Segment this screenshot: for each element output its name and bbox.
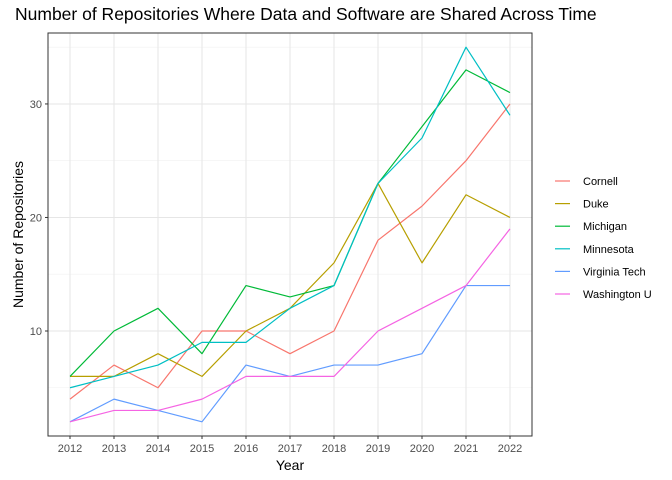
y-tick-label: 10 xyxy=(30,326,42,338)
x-tick-label: 2016 xyxy=(234,443,258,455)
series-lines xyxy=(69,46,511,423)
axes: 10 20 30 2012 2013 2014 2015 2016 2017 2018 2019 20… xyxy=(30,32,533,455)
x-tick-label: 2019 xyxy=(366,443,390,455)
y-tick-label: 20 xyxy=(30,212,42,224)
legend-label-5: Washington U xyxy=(583,289,652,301)
x-axis-title: Year xyxy=(276,457,305,473)
legend-label-1: Duke xyxy=(583,199,609,211)
x-tick-label: 2020 xyxy=(410,443,434,455)
series-line-5 xyxy=(69,228,511,423)
x-tick-label: 2022 xyxy=(498,443,522,455)
legend-label-3: Minnesota xyxy=(583,244,635,256)
legend-label-2: Michigan xyxy=(583,221,627,233)
x-tick-label: 2014 xyxy=(146,443,170,455)
chart-title: Number of Repositories Where Data and So… xyxy=(15,4,597,24)
x-tick-label: 2015 xyxy=(190,443,214,455)
series-line-0 xyxy=(69,103,511,400)
x-tick-label: 2013 xyxy=(102,443,126,455)
x-tick-label: 2018 xyxy=(322,443,346,455)
y-axis-title: Number of Repositories xyxy=(10,161,26,308)
grid-lines xyxy=(48,33,532,436)
legend-label-4: Virginia Tech xyxy=(583,266,646,278)
x-tick-label: 2021 xyxy=(454,443,478,455)
x-tick-label: 2012 xyxy=(58,443,82,455)
legend-label-0: Cornell xyxy=(583,176,618,188)
x-tick-label: 2017 xyxy=(278,443,302,455)
legend: Cornell Duke Michigan Minnesota Virginia Tec… xyxy=(555,176,652,301)
y-tick-label: 30 xyxy=(30,99,42,111)
series-line-3 xyxy=(69,46,511,389)
